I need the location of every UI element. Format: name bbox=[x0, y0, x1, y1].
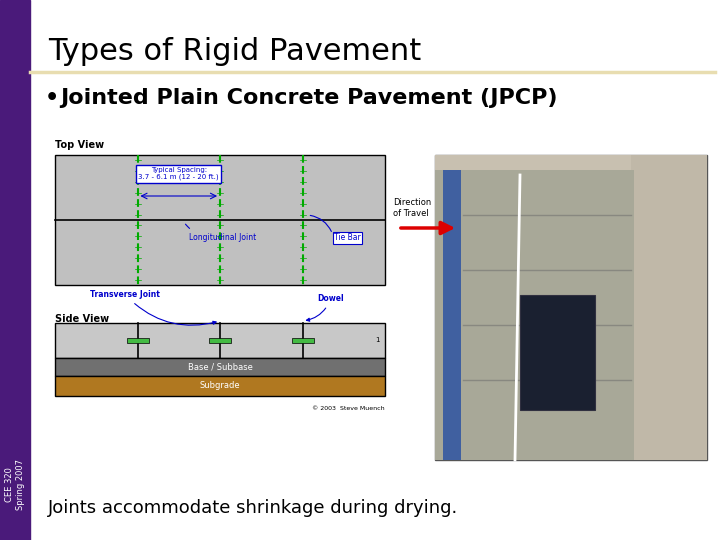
Bar bbox=[443, 170, 461, 460]
Text: Jointed Plain Concrete Pavement (JPCP): Jointed Plain Concrete Pavement (JPCP) bbox=[60, 88, 557, 108]
Text: Side View: Side View bbox=[55, 314, 109, 324]
Text: Longitudinal Joint: Longitudinal Joint bbox=[186, 224, 256, 242]
Text: Joints accommodate shrinkage during drying.: Joints accommodate shrinkage during dryi… bbox=[48, 499, 458, 517]
Bar bbox=[435, 155, 707, 460]
Text: Dowel: Dowel bbox=[307, 294, 344, 321]
Bar bbox=[520, 295, 595, 410]
Text: Direction
of Travel: Direction of Travel bbox=[393, 198, 431, 218]
Text: Base / Subbase: Base / Subbase bbox=[188, 362, 253, 372]
Text: Transverse Joint: Transverse Joint bbox=[90, 290, 216, 325]
Text: Top View: Top View bbox=[55, 140, 104, 150]
Bar bbox=[631, 155, 707, 460]
Bar bbox=[292, 338, 313, 343]
Bar bbox=[435, 170, 634, 460]
Bar bbox=[55, 358, 385, 376]
Text: Subgrade: Subgrade bbox=[199, 381, 240, 390]
Bar bbox=[127, 338, 148, 343]
Text: Tie Bar: Tie Bar bbox=[334, 233, 361, 242]
Bar bbox=[55, 323, 385, 358]
Bar bbox=[435, 155, 639, 183]
Bar bbox=[55, 155, 385, 285]
Bar bbox=[0, 0, 30, 540]
Text: •: • bbox=[45, 88, 59, 108]
Bar bbox=[209, 338, 231, 343]
Text: 1: 1 bbox=[374, 338, 379, 343]
Text: Typical Spacing:
3.7 - 6.1 m (12 - 20 ft.): Typical Spacing: 3.7 - 6.1 m (12 - 20 ft… bbox=[138, 167, 219, 180]
Text: © 2003  Steve Muench: © 2003 Steve Muench bbox=[312, 406, 385, 411]
Text: Types of Rigid Pavement: Types of Rigid Pavement bbox=[48, 37, 421, 66]
Bar bbox=[55, 376, 385, 396]
Text: CEE 320
Spring 2007: CEE 320 Spring 2007 bbox=[5, 459, 24, 510]
